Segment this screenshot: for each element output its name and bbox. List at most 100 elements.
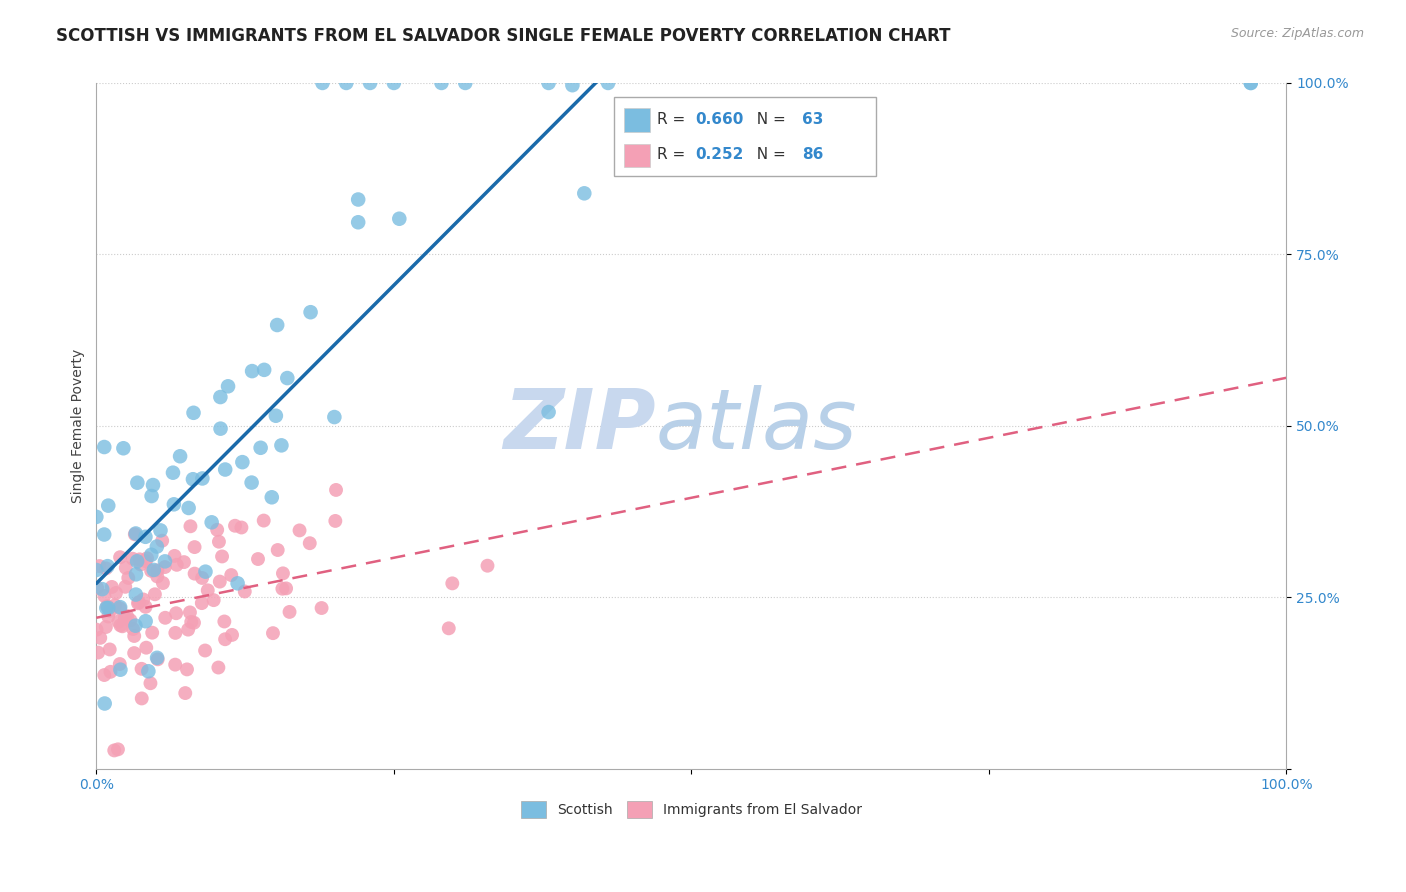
Point xyxy=(97,499,120,513)
Point xyxy=(97,559,120,574)
Point xyxy=(146,540,169,554)
Point xyxy=(94,561,117,575)
Text: 0.252: 0.252 xyxy=(695,147,744,162)
Point xyxy=(125,588,148,602)
Point xyxy=(143,587,166,601)
Point xyxy=(104,586,127,600)
Point xyxy=(194,565,217,579)
Point xyxy=(169,449,191,463)
Text: 0.660: 0.660 xyxy=(695,112,744,127)
Point xyxy=(87,646,110,660)
Point xyxy=(382,76,405,90)
Point xyxy=(288,524,311,538)
Point xyxy=(134,530,156,544)
Point xyxy=(125,567,148,582)
Point xyxy=(208,534,231,549)
Point xyxy=(194,643,217,657)
Text: 63: 63 xyxy=(801,112,824,127)
Point xyxy=(98,604,121,618)
Point xyxy=(176,662,198,676)
Point xyxy=(124,618,146,632)
Point xyxy=(173,555,195,569)
Point xyxy=(359,76,381,90)
Point xyxy=(207,660,229,674)
Point xyxy=(298,536,321,550)
Point xyxy=(89,559,111,574)
Text: atlas: atlas xyxy=(655,385,858,467)
Point xyxy=(146,563,169,577)
Point xyxy=(89,631,111,645)
Point xyxy=(100,665,122,679)
Point xyxy=(117,571,139,585)
Point xyxy=(129,558,152,572)
Point xyxy=(209,390,232,404)
Point xyxy=(347,193,370,207)
Point xyxy=(208,574,231,589)
Point xyxy=(274,582,297,596)
Point xyxy=(437,621,460,635)
Point xyxy=(177,623,200,637)
Point xyxy=(107,742,129,756)
Point xyxy=(122,629,145,643)
Point xyxy=(262,626,284,640)
Point xyxy=(135,640,157,655)
Text: N =: N = xyxy=(748,147,792,162)
Point xyxy=(253,514,276,528)
Point xyxy=(201,516,224,530)
Point xyxy=(97,609,120,624)
Point xyxy=(335,76,357,90)
Point xyxy=(128,595,150,609)
Point xyxy=(179,519,201,533)
Point xyxy=(96,601,118,615)
Point xyxy=(163,497,186,511)
Point xyxy=(110,618,132,632)
Point xyxy=(110,663,132,677)
Point xyxy=(441,576,464,591)
Point xyxy=(93,697,115,711)
Point xyxy=(162,466,184,480)
Point xyxy=(219,568,242,582)
Point xyxy=(108,601,131,615)
Point xyxy=(1240,76,1263,90)
Point xyxy=(131,691,153,706)
Point xyxy=(267,543,290,558)
Point xyxy=(323,514,346,528)
Point xyxy=(108,657,131,671)
Point xyxy=(260,490,283,504)
FancyBboxPatch shape xyxy=(624,108,650,132)
Point xyxy=(276,371,298,385)
Point xyxy=(86,581,108,595)
Point xyxy=(311,76,333,90)
Point xyxy=(240,475,263,490)
Point xyxy=(136,551,159,566)
FancyBboxPatch shape xyxy=(614,96,876,176)
Point xyxy=(131,662,153,676)
Point xyxy=(149,524,172,538)
Point xyxy=(141,625,163,640)
Point xyxy=(179,606,201,620)
Point xyxy=(247,552,270,566)
Point xyxy=(430,76,453,90)
Point xyxy=(132,592,155,607)
Point xyxy=(191,471,214,485)
Point xyxy=(388,211,411,226)
Point xyxy=(202,593,225,607)
Point xyxy=(141,548,163,562)
Point xyxy=(174,686,197,700)
Point xyxy=(86,509,108,524)
Point xyxy=(150,533,173,548)
Point xyxy=(266,318,288,332)
Point xyxy=(166,558,188,572)
Y-axis label: Single Female Poverty: Single Female Poverty xyxy=(72,349,86,503)
Point xyxy=(108,550,131,565)
Point xyxy=(217,379,239,393)
Point xyxy=(114,561,136,575)
Point xyxy=(97,601,120,615)
Point xyxy=(561,78,583,93)
Point xyxy=(93,527,115,541)
Point xyxy=(146,650,169,665)
Point xyxy=(214,462,236,476)
Point xyxy=(125,526,148,541)
Point xyxy=(347,215,370,229)
Point xyxy=(271,566,294,581)
